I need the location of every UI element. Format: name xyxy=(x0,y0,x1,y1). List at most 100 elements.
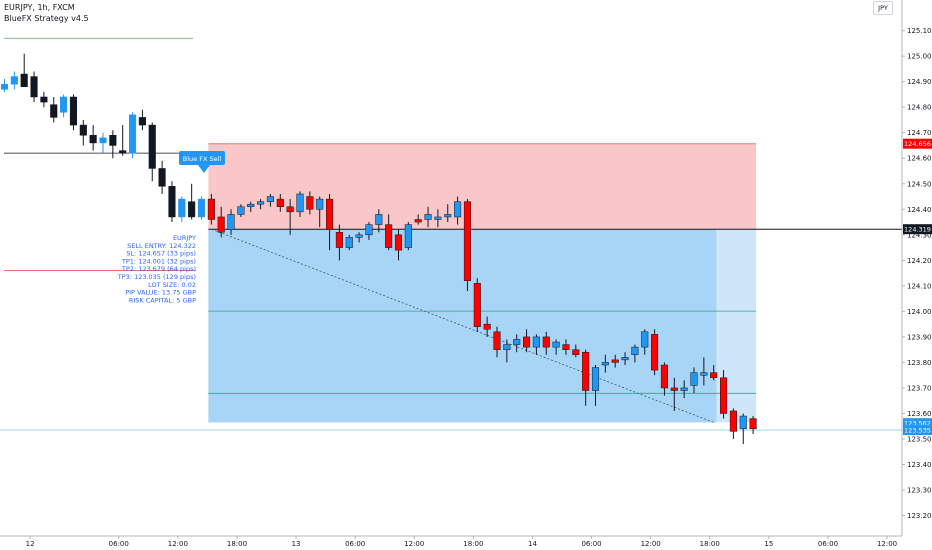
candle-body xyxy=(247,203,255,207)
candle-body xyxy=(631,346,639,356)
price-tick-label: 124.200 xyxy=(907,257,932,265)
candle xyxy=(79,119,87,146)
candle-body xyxy=(532,336,540,348)
candle-body xyxy=(690,372,698,386)
price-tick-label: 123.400 xyxy=(907,461,932,469)
currency-badge[interactable]: JPY xyxy=(873,1,893,15)
candle-body xyxy=(355,234,363,238)
level-lines xyxy=(0,37,902,431)
candle xyxy=(20,53,28,88)
candle-body xyxy=(266,196,274,202)
candle xyxy=(483,316,491,337)
candle xyxy=(69,94,78,131)
candle xyxy=(296,191,304,217)
candle-body xyxy=(720,377,728,414)
candle-body xyxy=(552,341,560,348)
projection-line xyxy=(211,228,714,423)
time-tick-label: 13 xyxy=(292,540,301,548)
candle-body xyxy=(207,198,215,220)
candle-body xyxy=(197,198,206,218)
entry-badge-text: 124.319 xyxy=(904,226,931,234)
candle xyxy=(621,352,629,365)
candle-body xyxy=(335,232,343,248)
symbol-line: EURJPY, 1h, FXCM xyxy=(4,3,75,12)
sl-badge-text: 124.656 xyxy=(904,140,931,148)
candle xyxy=(178,196,186,223)
candle xyxy=(286,199,294,235)
candle xyxy=(316,196,324,228)
candle-body xyxy=(601,362,609,366)
price-tick-label: 124.400 xyxy=(907,206,932,214)
candle xyxy=(454,196,462,225)
candle-body xyxy=(542,336,550,348)
price-axis: 125.100125.000124.900124.800124.700124.6… xyxy=(901,0,932,536)
signal-info-line: SELL ENTRY: 124.322 xyxy=(127,242,196,250)
candle xyxy=(148,122,156,182)
candle xyxy=(99,132,107,154)
last-price-badge-b-text: 123.535 xyxy=(904,427,931,435)
candle xyxy=(326,193,334,251)
candle-body xyxy=(414,219,422,223)
candle-body xyxy=(424,214,432,220)
candle xyxy=(493,326,501,358)
time-tick-label: 06:00 xyxy=(345,540,365,548)
time-tick-label: 06:00 xyxy=(818,540,838,548)
candle-body xyxy=(129,114,137,154)
candle xyxy=(463,199,471,291)
time-tick-label: 15 xyxy=(764,540,773,548)
price-tick-label: 124.700 xyxy=(907,129,932,137)
candle-body xyxy=(641,331,649,348)
entry-badge-bg xyxy=(903,224,932,235)
candle-body xyxy=(394,234,403,251)
candles xyxy=(0,53,757,445)
candle xyxy=(444,204,452,223)
signal-label-text: Blue FX Sell xyxy=(183,155,222,163)
signal-info-line: RISK CAPITAL: 5 GBP xyxy=(129,296,196,304)
candle-body xyxy=(670,387,678,391)
time-tick-label: 06:00 xyxy=(581,540,601,548)
candle-body xyxy=(454,201,462,218)
time-tick-label: 12:00 xyxy=(404,540,424,548)
candle-body xyxy=(89,135,97,144)
candle-body xyxy=(276,198,284,207)
candle-body xyxy=(40,96,48,103)
candle xyxy=(710,364,718,381)
time-tick-label: 18:00 xyxy=(700,540,720,548)
price-tick-label: 124.600 xyxy=(907,155,932,163)
candle-body xyxy=(178,198,186,218)
price-tick-label: 124.800 xyxy=(907,104,932,112)
time-tick-label: 12:00 xyxy=(641,540,661,548)
candle xyxy=(385,214,393,251)
candle-body xyxy=(611,359,619,363)
indicator-line: BlueFX Strategy v4.5 xyxy=(4,14,89,23)
candle xyxy=(690,367,698,394)
candle-body xyxy=(20,73,28,88)
candle xyxy=(247,201,255,212)
price-tick-label: 125.100 xyxy=(907,27,932,35)
candle-body xyxy=(444,214,452,218)
candle xyxy=(0,79,9,92)
price-tick-label: 123.500 xyxy=(907,436,932,444)
candle-body xyxy=(582,351,590,391)
time-axis: 12 06:00 12:00 18:00 13 06:00 12:00 18:00 14 06:0… xyxy=(0,535,902,548)
candle xyxy=(355,232,363,243)
candle xyxy=(414,214,422,225)
candle-body xyxy=(138,117,146,126)
candle xyxy=(434,209,442,228)
candle-body xyxy=(749,418,757,430)
price-tick-label: 123.700 xyxy=(907,384,932,392)
signal-info-line: LOT SIZE: 0.02 xyxy=(148,281,196,289)
candle xyxy=(375,209,383,233)
price-tick-label: 123.200 xyxy=(907,512,932,520)
time-tick-label: 06:00 xyxy=(109,540,129,548)
signal-info-line: SL: 124.657 (33 pips) xyxy=(126,250,196,258)
candle-body xyxy=(109,135,117,146)
candle-body xyxy=(10,76,18,85)
signal-info-line: TP1: 124.001 (32 pips) xyxy=(121,257,196,265)
candle-body xyxy=(188,201,196,218)
price-tick-label: 123.900 xyxy=(907,333,932,341)
candle-body xyxy=(523,336,531,348)
signal-label-box xyxy=(179,151,225,165)
